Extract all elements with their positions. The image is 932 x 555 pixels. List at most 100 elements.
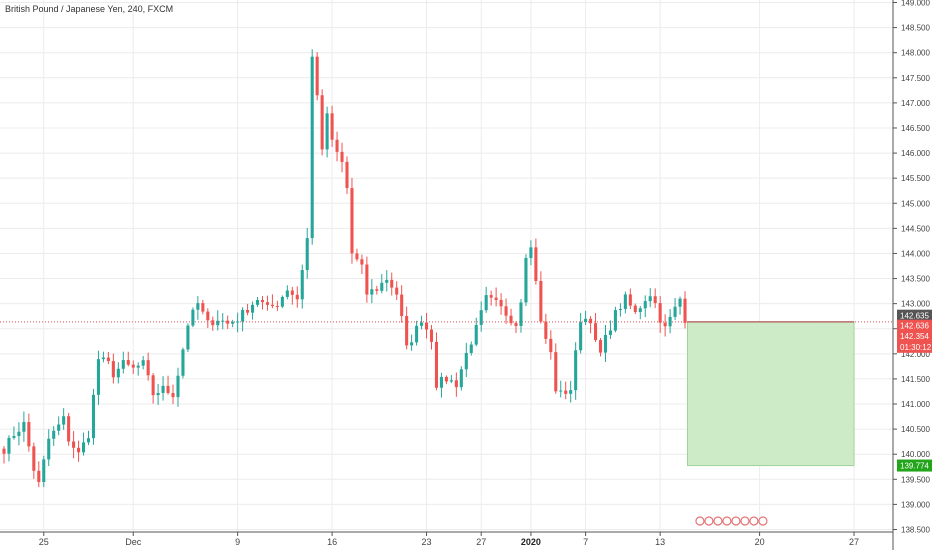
y-tick-label: 148.500 — [901, 24, 930, 33]
x-tick-label: 7 — [583, 537, 588, 547]
candle — [37, 470, 41, 483]
candle — [246, 309, 250, 313]
candle — [623, 294, 627, 309]
y-tick-label: 139.500 — [901, 475, 930, 484]
candle — [221, 320, 225, 322]
candle — [683, 298, 687, 323]
chart-title: British Pound / Japanese Yen, 240, FXCM — [5, 4, 174, 14]
economic-event-icon — [704, 516, 714, 526]
candle — [275, 306, 279, 308]
y-tick-label: 147.500 — [901, 74, 930, 83]
candle — [593, 323, 598, 341]
y-tick-label: 142.000 — [901, 350, 930, 359]
candle — [429, 329, 434, 342]
economic-event-icon — [758, 516, 768, 526]
candle — [106, 357, 110, 362]
candle — [226, 320, 230, 324]
candle — [370, 289, 374, 295]
candle — [673, 306, 677, 317]
candle — [166, 385, 170, 393]
y-tick-label: 149.000 — [901, 0, 930, 8]
candle — [454, 380, 458, 388]
candle — [236, 321, 240, 323]
candle — [663, 322, 667, 327]
candle — [201, 303, 205, 312]
candle — [101, 357, 105, 360]
price-tag-label: 142.354 — [900, 332, 929, 341]
price-tag-current — [897, 319, 932, 332]
candle — [325, 113, 329, 150]
candle — [613, 310, 617, 331]
y-tick-label: 146.500 — [901, 124, 930, 133]
candle — [400, 294, 404, 317]
candle — [12, 436, 16, 438]
candle — [231, 321, 235, 324]
candle — [251, 304, 255, 313]
candle — [27, 422, 31, 447]
candle — [479, 310, 483, 325]
candle — [186, 325, 190, 350]
candle — [405, 316, 409, 346]
candle — [365, 264, 369, 295]
candle — [554, 352, 558, 392]
candle — [355, 253, 359, 260]
y-tick-label: 143.500 — [901, 275, 930, 284]
candle — [17, 431, 21, 437]
x-tick-label: 16 — [327, 537, 337, 547]
candle — [579, 322, 583, 351]
economic-event-icon — [749, 516, 759, 526]
candle — [121, 360, 125, 369]
candle — [146, 360, 150, 376]
candle — [574, 350, 578, 391]
candle — [295, 294, 299, 300]
y-tick-label: 141.500 — [901, 375, 930, 384]
candle — [47, 438, 51, 460]
candle — [171, 392, 175, 398]
candle — [648, 296, 652, 302]
candle — [658, 303, 662, 323]
candle — [608, 330, 612, 335]
y-tick-label: 140.000 — [901, 450, 930, 459]
candle — [464, 352, 468, 370]
candle — [260, 300, 265, 303]
candle — [564, 390, 568, 394]
candle — [191, 309, 195, 326]
candle — [141, 360, 145, 366]
event-markers[interactable] — [695, 516, 768, 526]
x-tick-label: 25 — [39, 537, 49, 547]
candle — [156, 392, 160, 396]
candle — [638, 308, 642, 313]
candle — [678, 298, 682, 307]
candle — [544, 321, 548, 339]
candle — [265, 302, 270, 305]
candle — [111, 361, 115, 378]
y-tick-label: 139.000 — [901, 500, 930, 509]
candle — [360, 259, 364, 265]
candle — [524, 257, 528, 303]
candle — [534, 247, 538, 281]
price-tag-label: 142.635 — [900, 312, 929, 321]
short-position-tool[interactable] — [0, 321, 893, 467]
candle — [439, 376, 443, 388]
candle — [255, 300, 260, 305]
candle — [211, 320, 215, 326]
candle — [67, 416, 71, 442]
candle — [126, 360, 130, 365]
candle — [469, 344, 473, 353]
economic-event-icon — [740, 516, 750, 526]
y-tick-label: 141.000 — [901, 400, 930, 409]
candle — [136, 365, 140, 368]
y-tick-label: 145.000 — [901, 199, 930, 208]
candle — [280, 296, 284, 307]
x-tick-label: 2020 — [521, 537, 541, 547]
candle — [584, 318, 588, 323]
candle — [598, 340, 603, 353]
candle — [116, 368, 120, 378]
candle — [424, 322, 429, 330]
x-tick-label: 20 — [755, 537, 765, 547]
economic-event-icon — [713, 516, 723, 526]
